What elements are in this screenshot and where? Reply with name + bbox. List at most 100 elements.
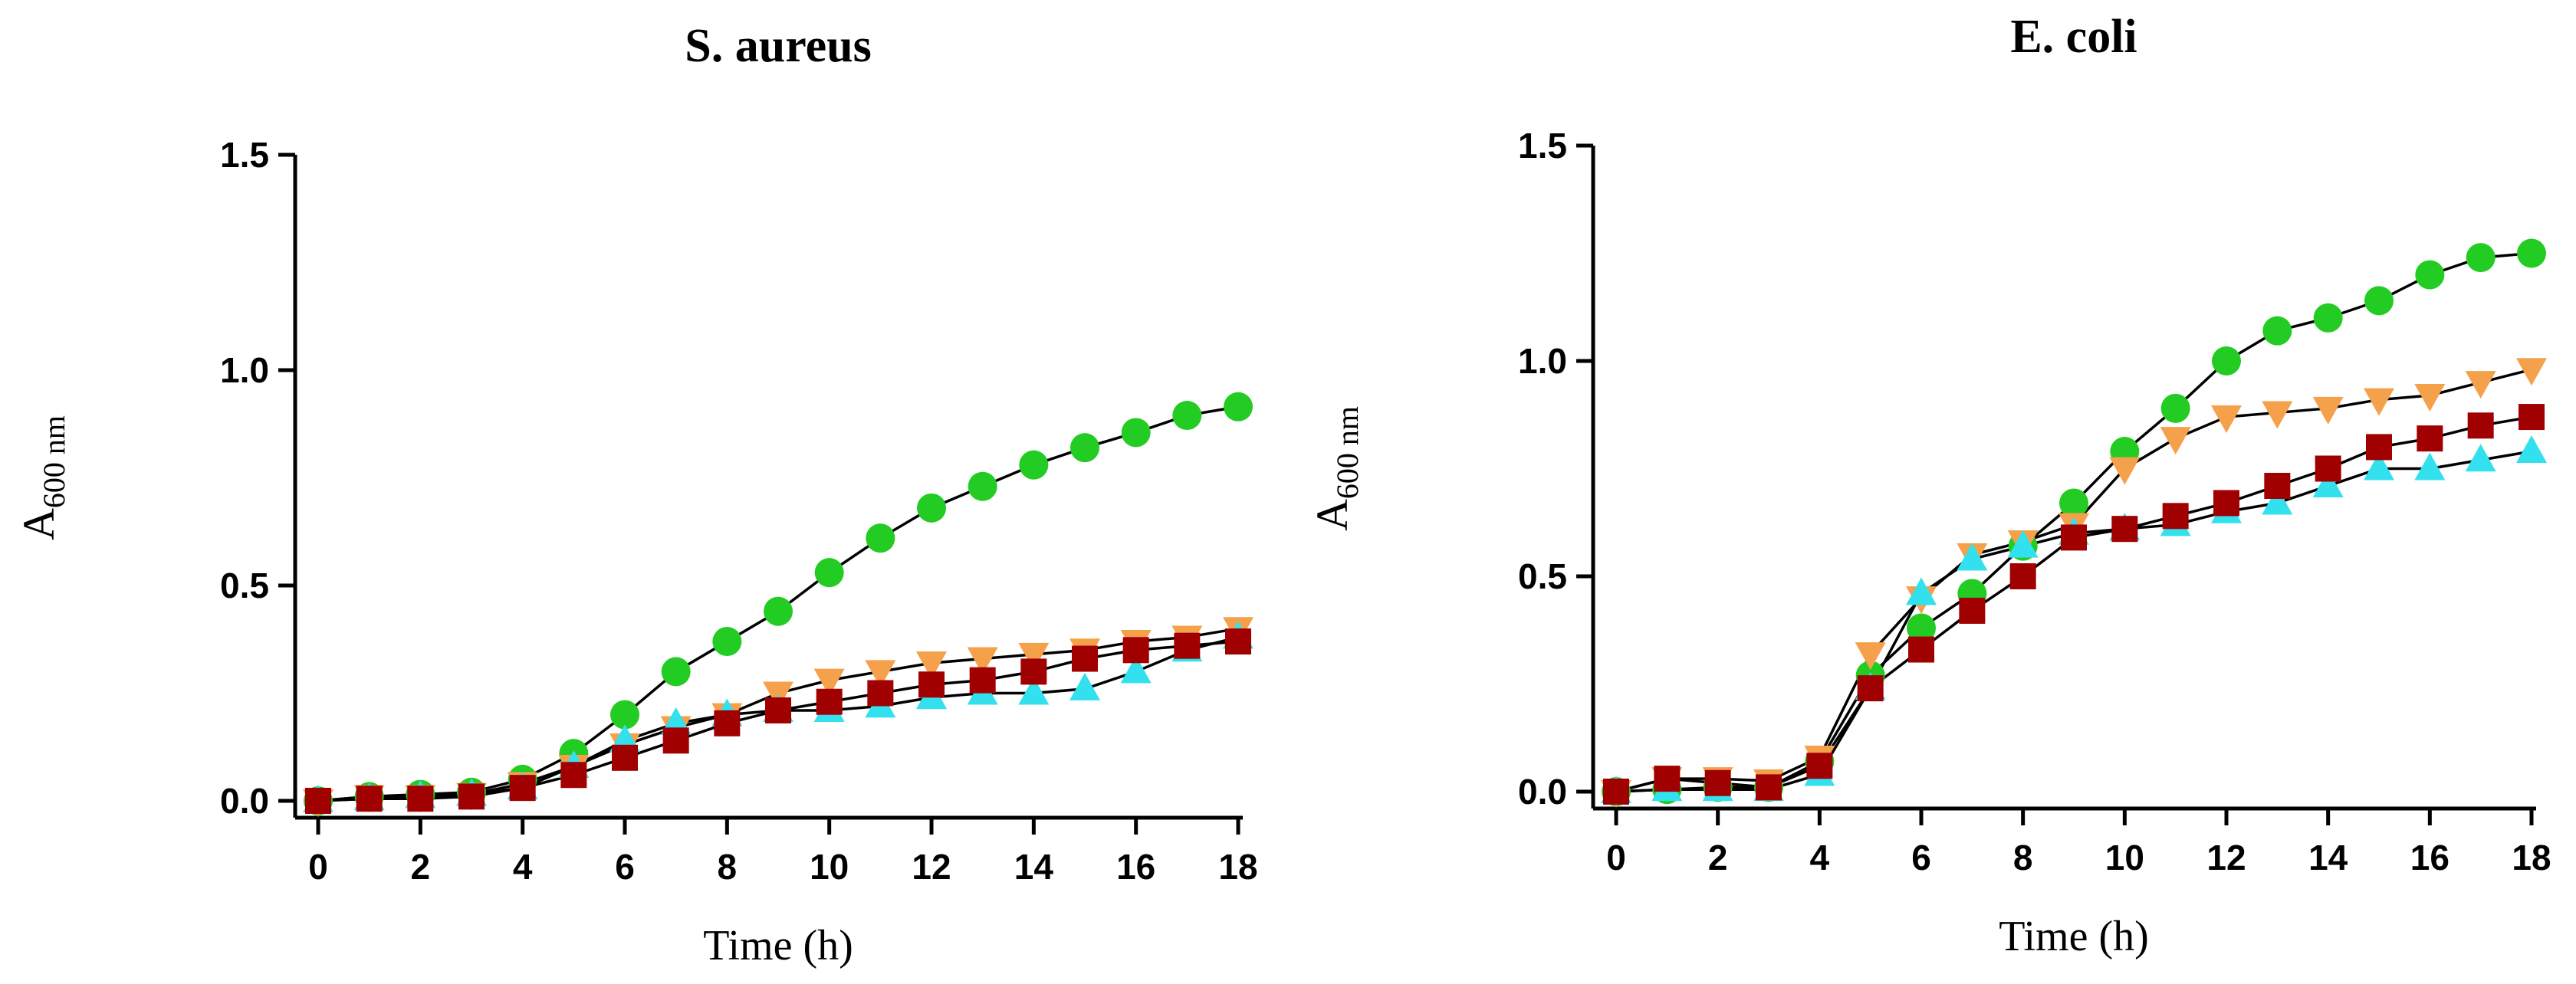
x-tick-label: 16 bbox=[1116, 847, 1155, 887]
data-point-green bbox=[2415, 260, 2445, 290]
data-point-orange bbox=[916, 651, 947, 680]
x-tick-label: 8 bbox=[2013, 838, 2033, 877]
data-point-orange bbox=[2312, 396, 2344, 425]
data-point-orange bbox=[2109, 457, 2141, 485]
data-point-cyan bbox=[1906, 577, 1937, 605]
data-point-darkred bbox=[2264, 472, 2291, 499]
x-tick-label: 16 bbox=[2410, 838, 2450, 877]
data-point-darkred bbox=[2009, 563, 2036, 589]
data-point-darkred bbox=[1122, 637, 1149, 664]
data-point-darkred bbox=[1072, 645, 1098, 672]
y-axis-label: A600 nm bbox=[1307, 406, 1365, 531]
data-point-orange bbox=[2160, 427, 2191, 455]
data-point-green bbox=[1121, 418, 1151, 448]
data-point-darkred bbox=[1756, 774, 1782, 801]
y-axis-label: A600 nm bbox=[14, 415, 71, 540]
x-tick-label: 2 bbox=[411, 847, 431, 887]
data-point-darkred bbox=[305, 788, 331, 814]
data-point-green bbox=[2466, 243, 2496, 273]
data-point-darkred bbox=[2111, 516, 2138, 543]
data-point-orange bbox=[2211, 405, 2242, 434]
data-point-darkred bbox=[2366, 434, 2392, 461]
data-point-green bbox=[2160, 393, 2190, 423]
data-point-green bbox=[2262, 316, 2292, 346]
x-tick-label: 12 bbox=[2206, 838, 2246, 877]
x-tick-label: 10 bbox=[810, 847, 849, 887]
data-point-darkred bbox=[2213, 490, 2239, 517]
data-point-orange bbox=[865, 660, 896, 688]
data-point-orange bbox=[2414, 383, 2446, 412]
data-point-darkred bbox=[765, 697, 791, 723]
data-point-darkred bbox=[1908, 636, 1934, 663]
data-point-green bbox=[1070, 433, 1099, 463]
x-tick-label: 12 bbox=[912, 847, 951, 887]
data-point-cyan bbox=[1957, 543, 1988, 571]
data-point-darkred bbox=[714, 710, 741, 736]
series-line-darkred bbox=[1615, 415, 2532, 793]
data-point-darkred bbox=[2417, 425, 2443, 452]
data-point-green bbox=[968, 471, 997, 501]
data-point-cyan bbox=[2414, 452, 2446, 481]
data-point-darkred bbox=[407, 786, 434, 812]
data-point-darkred bbox=[560, 762, 587, 789]
data-point-cyan bbox=[2262, 487, 2293, 515]
data-point-darkred bbox=[2518, 404, 2545, 431]
data-point-darkred bbox=[867, 680, 894, 707]
data-point-darkred bbox=[816, 688, 843, 715]
data-point-darkred bbox=[1654, 766, 1681, 792]
data-point-darkred bbox=[1174, 632, 1201, 659]
data-point-green bbox=[661, 657, 691, 687]
data-point-orange bbox=[2516, 358, 2547, 386]
data-point-green bbox=[712, 627, 742, 657]
data-point-orange bbox=[967, 647, 998, 675]
y-axis-label-subscript: 600 nm bbox=[37, 415, 71, 508]
data-point-cyan bbox=[1070, 672, 1100, 700]
data-point-green bbox=[1224, 392, 1253, 421]
data-point-darkred bbox=[1959, 597, 1986, 624]
y-tick-label: 1.5 bbox=[220, 135, 269, 175]
x-tick-label: 0 bbox=[308, 847, 328, 887]
data-point-darkred bbox=[1020, 658, 1047, 685]
data-point-green bbox=[1172, 401, 1202, 431]
series-markers-orange bbox=[1601, 358, 2547, 808]
data-point-orange bbox=[813, 668, 845, 697]
data-point-green bbox=[917, 493, 946, 523]
series-markers-green bbox=[304, 392, 1253, 815]
data-point-green bbox=[814, 558, 844, 588]
x-axis-label: Time (h) bbox=[703, 922, 853, 969]
data-point-green bbox=[2364, 286, 2394, 316]
data-point-darkred bbox=[2061, 524, 2087, 551]
x-tick-label: 18 bbox=[1218, 847, 1257, 887]
data-point-darkred bbox=[2162, 503, 2189, 530]
data-point-darkred bbox=[969, 667, 996, 694]
plot-area bbox=[303, 392, 1254, 817]
x-tick-label: 14 bbox=[2308, 838, 2348, 877]
data-point-darkred bbox=[1806, 753, 1833, 779]
x-axis-label: Time (h) bbox=[1999, 913, 2149, 960]
x-tick-label: 14 bbox=[1014, 847, 1054, 887]
data-point-orange bbox=[2465, 371, 2496, 399]
chart-title: S. aureus bbox=[685, 20, 872, 72]
data-point-green bbox=[2517, 238, 2546, 268]
x-tick-label: 18 bbox=[2512, 838, 2551, 877]
data-point-darkred bbox=[1603, 779, 1629, 805]
data-point-cyan bbox=[2516, 435, 2547, 464]
x-tick-label: 4 bbox=[1810, 838, 1830, 877]
x-tick-label: 0 bbox=[1606, 838, 1626, 877]
data-point-green bbox=[2313, 303, 2343, 333]
data-point-orange bbox=[1018, 642, 1050, 671]
chart-e-coli: E. coli 0.0 0.5 1.0 1.5 0 2 4 6 8 10 12 14 16 18 Time (… bbox=[1307, 11, 2551, 960]
y-tick-label: 1.0 bbox=[220, 350, 269, 390]
x-tick-label: 10 bbox=[2105, 838, 2144, 877]
series-markers-darkred bbox=[1603, 404, 2545, 805]
y-tick-label: 0.5 bbox=[1518, 556, 1567, 596]
y-tick-label: 1.0 bbox=[1518, 341, 1567, 381]
data-point-green bbox=[1907, 613, 1936, 643]
x-tick-label: 4 bbox=[513, 847, 533, 887]
data-point-green bbox=[610, 700, 639, 730]
data-point-darkred bbox=[2315, 455, 2341, 482]
data-point-green bbox=[764, 596, 793, 626]
chart-s-aureus: S. aureus 0.0 0.5 1.0 1.5 0 2 4 6 8 10 12 14 16 18 Time… bbox=[14, 20, 1258, 969]
x-tick-label: 8 bbox=[718, 847, 738, 887]
